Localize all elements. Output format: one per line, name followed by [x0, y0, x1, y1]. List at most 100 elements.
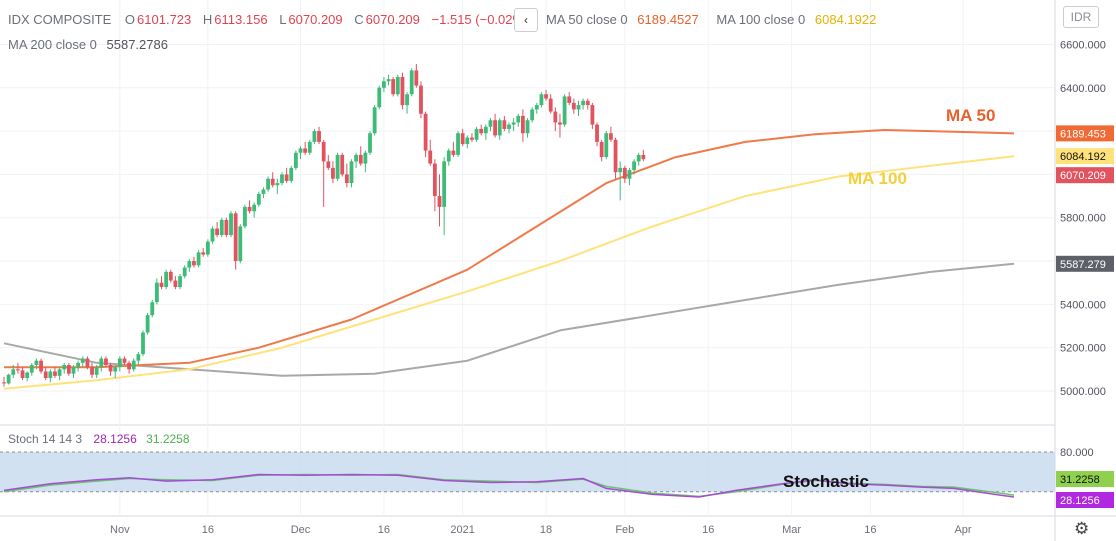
candle-body [409, 70, 414, 95]
candle-body [386, 79, 391, 82]
collapse-legend-button[interactable]: ‹ [514, 8, 538, 32]
candle-body [562, 96, 567, 125]
candle-body [219, 219, 224, 236]
ma100-label: MA 100 close 0 [716, 12, 806, 27]
candle-body [516, 115, 521, 123]
open-value: 6101.723 [137, 12, 192, 27]
stoch-legend: Stoch 14 14 3 28.1256 31.2258 [8, 432, 190, 446]
close-value: 6070.209 [365, 12, 420, 27]
stoch-axis-label: 80.000 [1060, 447, 1094, 459]
time-axis-label: Dec [291, 524, 311, 536]
candle-body [178, 276, 182, 288]
candle-body [196, 252, 201, 266]
candle-body [29, 365, 34, 373]
candle-body [108, 365, 113, 372]
settings-gear-icon[interactable]: ⚙ [1074, 519, 1090, 538]
candle-body [2, 382, 6, 384]
candle-body [141, 332, 145, 355]
candle-body [210, 228, 215, 242]
candle-body [280, 174, 284, 184]
candle-body [154, 282, 159, 303]
candle-body [507, 124, 511, 129]
candle-body [428, 150, 433, 164]
candle-body [307, 141, 312, 153]
currency-button[interactable]: IDR [1063, 6, 1099, 28]
candle-body [368, 133, 372, 153]
candle-body [127, 362, 131, 370]
candle-body [173, 280, 178, 288]
candle-body [94, 367, 99, 375]
candle-body [256, 193, 261, 205]
candle-body [71, 367, 76, 374]
candle-body [391, 79, 396, 95]
candle-body [326, 161, 331, 168]
candle-body [238, 226, 243, 262]
candle-body [243, 206, 247, 227]
candle-body [164, 271, 169, 288]
candle-body [414, 70, 419, 86]
candle-body [571, 102, 576, 110]
candle-body [335, 154, 340, 179]
high-label: H [202, 12, 213, 27]
stoch-badge [1056, 492, 1114, 508]
candle-body [48, 371, 53, 379]
candle-body [215, 228, 220, 236]
candle-body [224, 219, 229, 236]
price-badge-label: 6084.192 [1060, 151, 1106, 163]
time-axis-label: 2021 [450, 524, 474, 536]
stoch-d-value: 31.2258 [146, 432, 190, 446]
low-label: L [279, 12, 287, 27]
candle-body [497, 120, 502, 136]
ma200-legend: MA 200 close 0 5587.2786 [8, 37, 170, 52]
candle-body [15, 369, 20, 371]
time-axis-label: 16 [702, 524, 714, 536]
candle-body [150, 302, 155, 316]
candle-body [192, 261, 196, 266]
candle-body [270, 178, 275, 186]
candle-body [382, 81, 386, 88]
candle-body [233, 213, 238, 262]
candle-body [20, 370, 25, 379]
candle-body [493, 120, 497, 136]
ma50-value: 6189.4527 [637, 12, 699, 27]
candle-body [62, 365, 67, 370]
candle-body [567, 96, 572, 103]
candle-body [331, 167, 335, 179]
candle-body [275, 183, 280, 186]
change-value: −1.515 (−0.02%) [431, 12, 529, 27]
ma100-annotation: MA 100 [848, 169, 907, 188]
time-axis-label: Mar [782, 524, 801, 536]
ma50-annotation: MA 50 [946, 106, 996, 125]
candle-body [229, 213, 233, 236]
candle-body [622, 167, 627, 179]
candle-body [303, 148, 308, 153]
candle-body [25, 372, 30, 379]
candle-body [354, 154, 359, 162]
time-axis-label: 16 [202, 524, 214, 536]
candle-body [585, 100, 590, 106]
ma200-value: 5587.2786 [106, 37, 168, 52]
ma100-line [3, 155, 1015, 390]
low-value: 6070.209 [288, 12, 343, 27]
time-axis-label: Feb [615, 524, 634, 536]
candle-body [511, 122, 516, 125]
candle-body [488, 120, 493, 127]
candle-body [530, 109, 535, 121]
candle-body [113, 367, 118, 372]
candle-body [182, 267, 187, 277]
candle-body [104, 358, 108, 366]
ma-legend: MA 50 close 0 6189.4527 MA 100 close 0 6… [546, 12, 878, 27]
close-label: C [354, 12, 364, 27]
stoch-badge-label: 28.1256 [1060, 495, 1100, 507]
candle-body [117, 358, 122, 368]
stoch-k-line [3, 473, 1015, 498]
time-axis-label: 18 [540, 524, 552, 536]
candle-body [618, 167, 623, 173]
candle-body [252, 204, 257, 212]
price-badge-label: 6189.453 [1060, 128, 1106, 140]
candle-body [6, 374, 11, 384]
candle-body [289, 167, 294, 181]
candle-body [187, 261, 192, 268]
